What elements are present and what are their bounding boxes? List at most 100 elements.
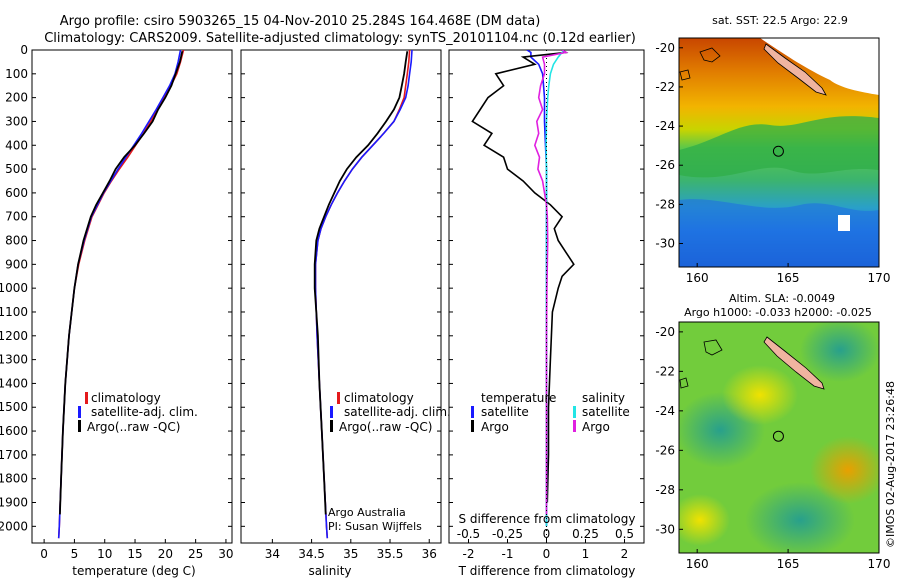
map-lat-label: -26 xyxy=(655,443,675,457)
s-difference-tick-label: 0.25 xyxy=(572,527,599,541)
legend-argo-swatch xyxy=(78,420,81,432)
sla-coastline xyxy=(679,339,723,389)
sst-map xyxy=(679,38,879,267)
salinity-panel xyxy=(240,49,442,544)
depth-tick-label: 800 xyxy=(5,234,28,248)
depth-tick-label: 400 xyxy=(5,138,28,152)
s-difference-tick-label: -0.5 xyxy=(457,527,480,541)
salinity-legend: climatology satellite-adj. clim. Argo(..… xyxy=(330,391,451,434)
map-lat-label: -28 xyxy=(655,483,675,497)
map-lon-label: 170 xyxy=(868,271,891,285)
sst-island-mask xyxy=(838,215,850,231)
s-difference-tick-label: 0 xyxy=(543,527,551,541)
legend-satellite-swatch xyxy=(78,406,81,418)
s-difference-tick-label: -0.25 xyxy=(492,527,523,541)
salinity-tick-label: 36 xyxy=(422,547,437,561)
depth-tick-label: 1800 xyxy=(0,472,28,486)
map-lat-label: -22 xyxy=(655,364,675,378)
t-difference-tick-label: -1 xyxy=(502,547,514,561)
sla-map-frame xyxy=(678,321,880,554)
difference-legend: temperature salinity satellite Argo sate… xyxy=(471,391,630,434)
map-lat-label: -20 xyxy=(655,41,675,55)
depth-tick-label: 100 xyxy=(5,67,28,81)
depth-tick-label: 1700 xyxy=(0,448,28,462)
temperature-tick-label: 30 xyxy=(218,547,233,561)
legend-s-climatology: climatology xyxy=(344,391,414,405)
header-line-1: Argo profile: csiro 5903265_15 04-Nov-20… xyxy=(60,14,541,29)
map-lat-label: -24 xyxy=(655,119,675,133)
depth-tick-label: 1100 xyxy=(0,305,28,319)
series-line-s-argo xyxy=(533,50,569,515)
legend-argo: Argo(..raw -QC) xyxy=(87,420,180,434)
legend-s-argo-diff: Argo xyxy=(582,420,610,434)
map-lat-label: -30 xyxy=(655,522,675,536)
map-lon-label: 160 xyxy=(686,557,709,571)
t-difference-xlabel: T difference from climatology xyxy=(458,564,636,578)
sla-blob xyxy=(745,482,855,553)
sst-new-caledonia xyxy=(763,43,827,96)
legend-s-argo-swatch xyxy=(330,420,333,432)
t-difference-tick-label: 0 xyxy=(543,547,551,561)
series-line-argo-raw-qc- xyxy=(313,51,409,515)
legend-s-satellite: satellite-adj. clim. xyxy=(344,405,451,419)
map-lat-label: -20 xyxy=(655,325,675,339)
legend-t-satellite-swatch xyxy=(471,406,474,418)
depth-tick-label: 600 xyxy=(5,186,28,200)
legend-s-argo: Argo(..raw -QC) xyxy=(339,420,432,434)
depth-tick-label: 300 xyxy=(5,114,28,128)
depth-tick-label: 500 xyxy=(5,162,28,176)
legend-salinity-title: salinity xyxy=(582,391,625,405)
legend-t-argo-swatch xyxy=(471,420,474,432)
difference-lines xyxy=(471,50,575,543)
sst-land-mask xyxy=(760,38,879,95)
temperature-legend: climatology satellite-adj. clim. Argo(..… xyxy=(78,391,198,434)
depth-tick-label: 1000 xyxy=(0,281,28,295)
depth-tick-label: 1400 xyxy=(0,376,28,390)
legend-satellite: satellite-adj. clim. xyxy=(91,405,198,419)
map-axes: 160 165 170 -20 -22 -24 -26 -28 -30 160 165 170 -20 -… xyxy=(655,41,890,571)
temperature-tick-label: 5 xyxy=(71,547,79,561)
legend-temperature-title: temperature xyxy=(481,391,556,405)
imos-credit: ©IMOS 02-Aug-2017 23:26:48 xyxy=(884,381,897,548)
t-difference-tick-label: -2 xyxy=(463,547,475,561)
salinity-tick-label: 35 xyxy=(343,547,358,561)
header-line-2: Climatology: CARS2009. Satellite-adjuste… xyxy=(44,31,636,46)
map-lat-label: -22 xyxy=(655,80,675,94)
sla-blob xyxy=(722,365,798,425)
salinity-xlabel: salinity xyxy=(308,564,351,578)
map-lat-label: -28 xyxy=(655,197,675,211)
salinity-tick-label: 34.5 xyxy=(298,547,325,561)
temperature-panel xyxy=(31,49,233,544)
sst-green-band xyxy=(679,116,879,178)
legend-climatology: climatology xyxy=(91,391,161,405)
depth-tick-label: 1900 xyxy=(0,496,28,510)
s-difference-tick-label: 0.5 xyxy=(615,527,634,541)
map-lat-label: -26 xyxy=(655,158,675,172)
x-axis-ticks: 0 5 10 15 20 25 30 34 34.5 35 35.5 36 -2 -1 0 1 2 -0.5 -0.… xyxy=(40,527,634,561)
temperature-lines xyxy=(57,50,185,539)
temperature-tick-label: 25 xyxy=(188,547,203,561)
legend-s-satellite-diff: satellite xyxy=(582,405,630,419)
map-lon-label: 165 xyxy=(777,271,800,285)
depth-tick-label: 1300 xyxy=(0,353,28,367)
salinity-tick-label: 34 xyxy=(265,547,280,561)
map-lon-label: 165 xyxy=(777,557,800,571)
legend-t-argo: Argo xyxy=(481,420,509,434)
legend-s-argo-swatch-diff xyxy=(573,420,576,432)
sla-blob xyxy=(800,322,879,382)
depth-tick-label: 1200 xyxy=(0,329,28,343)
sla-map xyxy=(679,322,879,553)
temperature-tick-label: 20 xyxy=(158,547,173,561)
sst-map-frame xyxy=(678,37,880,268)
map-lon-label: 160 xyxy=(686,271,709,285)
sst-coastline xyxy=(679,47,721,81)
depth-tick-label: 700 xyxy=(5,210,28,224)
sla-map-title-2: Argo h1000: -0.033 h2000: -0.025 xyxy=(684,306,872,319)
map-lat-label: -30 xyxy=(655,237,675,251)
sst-map-title: sat. SST: 22.5 Argo: 22.9 xyxy=(712,14,848,27)
temperature-xlabel: temperature (deg C) xyxy=(72,564,195,578)
t-difference-tick-label: 2 xyxy=(621,547,629,561)
legend-s-climatology-swatch xyxy=(337,392,340,404)
depth-tick-label: 900 xyxy=(5,257,28,271)
